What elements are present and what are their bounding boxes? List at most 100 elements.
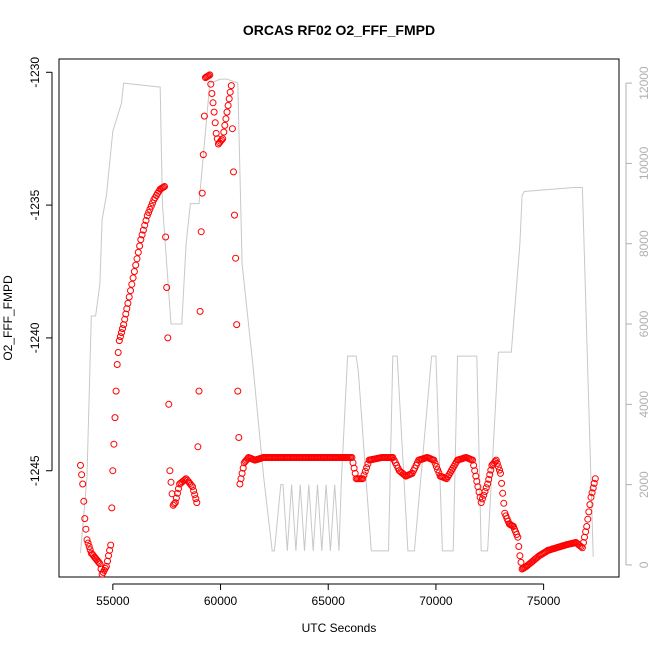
x-tick-label: 55000: [96, 594, 130, 608]
data-point: [84, 539, 92, 547]
y-tick-label: -1240: [28, 322, 42, 353]
y2-tick-label: 2000: [637, 471, 650, 498]
data-point: [208, 90, 216, 97]
data-point: [432, 463, 440, 470]
data-point: [195, 387, 203, 395]
data-point: [196, 307, 204, 315]
data-point: [161, 183, 168, 190]
data-point: [125, 293, 133, 301]
data-point: [199, 151, 207, 159]
data-point: [197, 228, 205, 236]
series-layer: [77, 71, 599, 578]
x-axis-label: UTC Seconds: [302, 621, 377, 635]
data-point: [582, 528, 590, 536]
y2-tick-label: 0: [637, 561, 650, 568]
data-point: [221, 121, 229, 129]
data-point: [493, 459, 501, 467]
data-point: [584, 515, 592, 523]
data-point: [470, 461, 478, 469]
data-point: [141, 221, 149, 229]
data-point: [401, 471, 408, 479]
data-point: [226, 88, 234, 96]
data-point: [484, 480, 492, 488]
data-point: [139, 226, 147, 234]
x-tick-label: 75000: [527, 594, 561, 608]
data-point: [137, 236, 145, 244]
plot-frame: [58, 58, 620, 578]
data-point: [348, 454, 356, 461]
data-point: [95, 558, 103, 566]
data-point: [166, 467, 174, 475]
data-point: [81, 515, 89, 523]
data-point: [580, 539, 587, 546]
data-point: [85, 543, 93, 550]
data-point: [114, 349, 122, 356]
data-point: [120, 321, 128, 329]
data-point: [145, 209, 153, 216]
data-point: [82, 525, 90, 533]
data-point: [585, 508, 593, 516]
data-point: [496, 466, 503, 474]
data-point: [134, 248, 142, 256]
data-point: [198, 189, 206, 197]
data-point: [119, 325, 126, 333]
data-point: [200, 112, 208, 120]
data-point: [79, 480, 87, 488]
data-point: [171, 499, 179, 507]
data-point: [192, 495, 200, 503]
data-point: [194, 443, 202, 451]
data-point: [112, 387, 120, 395]
data-point: [160, 183, 167, 191]
data-point: [132, 261, 140, 269]
y-tick-label: -1230: [28, 57, 42, 88]
y-tick-label: -1235: [28, 189, 42, 220]
data-point: [122, 310, 130, 318]
data-point: [168, 490, 176, 498]
data-point: [473, 477, 481, 485]
y2-tick-label: 4000: [637, 391, 650, 418]
data-point: [227, 82, 235, 90]
data-point: [363, 464, 371, 472]
data-point: [231, 211, 238, 219]
data-point: [516, 552, 524, 560]
data-point: [431, 459, 439, 467]
data-point: [434, 466, 442, 474]
chart-title: ORCAS RF02 O2_FFF_FMPD: [243, 22, 435, 38]
data-point: [478, 495, 486, 503]
data-point: [162, 233, 170, 241]
data-point: [138, 231, 146, 239]
data-point: [228, 125, 236, 133]
data-point: [588, 489, 596, 497]
data-point: [165, 400, 173, 408]
data-point: [497, 469, 504, 477]
data-point: [472, 472, 480, 480]
data-point: [108, 504, 116, 512]
data-point: [181, 476, 189, 484]
data-point: [207, 80, 215, 88]
data-point: [480, 491, 488, 499]
data-point: [223, 108, 231, 116]
data-point: [222, 115, 230, 123]
data-point: [205, 72, 213, 80]
data-point: [107, 541, 115, 549]
data-point: [115, 337, 123, 345]
data-point: [136, 242, 144, 250]
data-point: [220, 128, 228, 136]
data-point: [239, 464, 247, 472]
data-point: [238, 469, 246, 477]
data-point: [482, 484, 490, 492]
data-point: [121, 315, 129, 323]
data-point: [225, 95, 233, 103]
data-point: [219, 135, 227, 143]
data-point: [218, 136, 226, 144]
data-point: [209, 99, 217, 107]
data-point: [128, 280, 136, 288]
data-point: [583, 523, 591, 530]
data-point: [212, 129, 220, 137]
data-point: [590, 479, 598, 487]
data-point: [109, 467, 117, 475]
y2-tick-label: 10000: [637, 146, 650, 180]
data-point: [206, 71, 214, 79]
data-point: [589, 484, 597, 492]
